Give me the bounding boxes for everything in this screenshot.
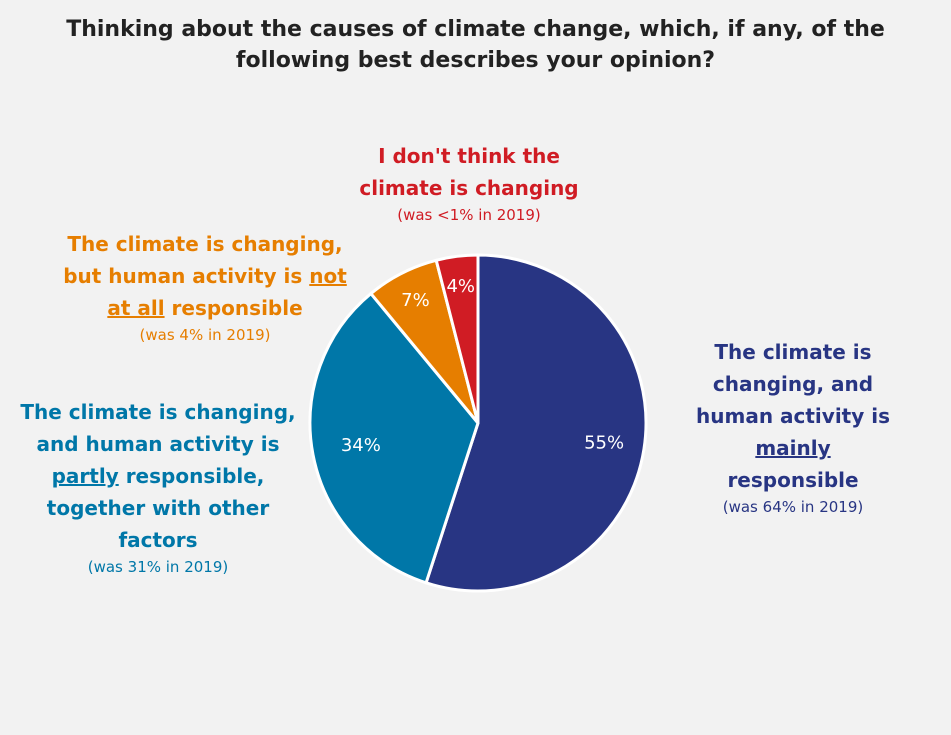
label-text: responsible: [171, 296, 303, 320]
pie-slice-partly: [308, 292, 480, 585]
legend-label-partly: The climate is changing, and human activ…: [8, 396, 308, 578]
label-line: responsible: [727, 468, 859, 492]
label-text: but human activity is: [63, 264, 303, 288]
legend-label-mainly: The climate is changing, and human activ…: [658, 336, 928, 518]
label-line: I don't think the: [378, 144, 560, 168]
pie-value-labels: 55% 34% 7% 4%: [341, 276, 624, 456]
label-line: partly responsible,: [8, 460, 308, 492]
previous-value-note: (was 4% in 2019): [139, 326, 271, 344]
previous-value-note: (was 64% in 2019): [722, 498, 864, 516]
pie-slice-mainly: [424, 253, 648, 593]
pie-value-label-mainly: 55%: [584, 432, 624, 453]
label-line: and human activity is: [36, 432, 280, 456]
chart-title-line-2: following best describes your opinion?: [235, 48, 716, 73]
label-line: The climate is changing,: [67, 232, 343, 256]
chart-title: Thinking about the causes of climate cha…: [0, 14, 951, 76]
pie-slice-not-changing: [434, 253, 480, 425]
label-line: The climate is: [714, 340, 872, 364]
label-line: climate is changing: [359, 176, 579, 200]
legend-label-not-at-all: The climate is changing, but human activ…: [40, 228, 370, 346]
label-line: at all responsible: [40, 292, 370, 324]
label-text: responsible,: [125, 464, 265, 488]
label-line: The climate is changing,: [20, 400, 296, 424]
previous-value-note: (was 31% in 2019): [87, 558, 229, 576]
pie-slices: [308, 253, 648, 593]
label-line: changing, and: [712, 372, 874, 396]
previous-value-note: (was <1% in 2019): [397, 206, 541, 224]
pie-value-label-not-at-all: 7%: [401, 290, 430, 311]
emphasis-not: not: [309, 264, 347, 288]
emphasis-at-all: at all: [107, 296, 165, 320]
pie-value-label-partly: 34%: [341, 435, 381, 456]
chart-title-line-1: Thinking about the causes of climate cha…: [66, 17, 885, 42]
emphasis-partly: partly: [51, 464, 119, 488]
pie-value-label-not-changing: 4%: [446, 276, 475, 297]
emphasis-mainly: mainly: [755, 436, 831, 460]
label-line: together with other: [46, 496, 270, 520]
legend-label-not-changing: I don't think the climate is changing (w…: [319, 140, 619, 226]
label-line: factors: [118, 528, 198, 552]
label-line: but human activity is not: [40, 260, 370, 292]
label-line: human activity is: [696, 404, 890, 428]
